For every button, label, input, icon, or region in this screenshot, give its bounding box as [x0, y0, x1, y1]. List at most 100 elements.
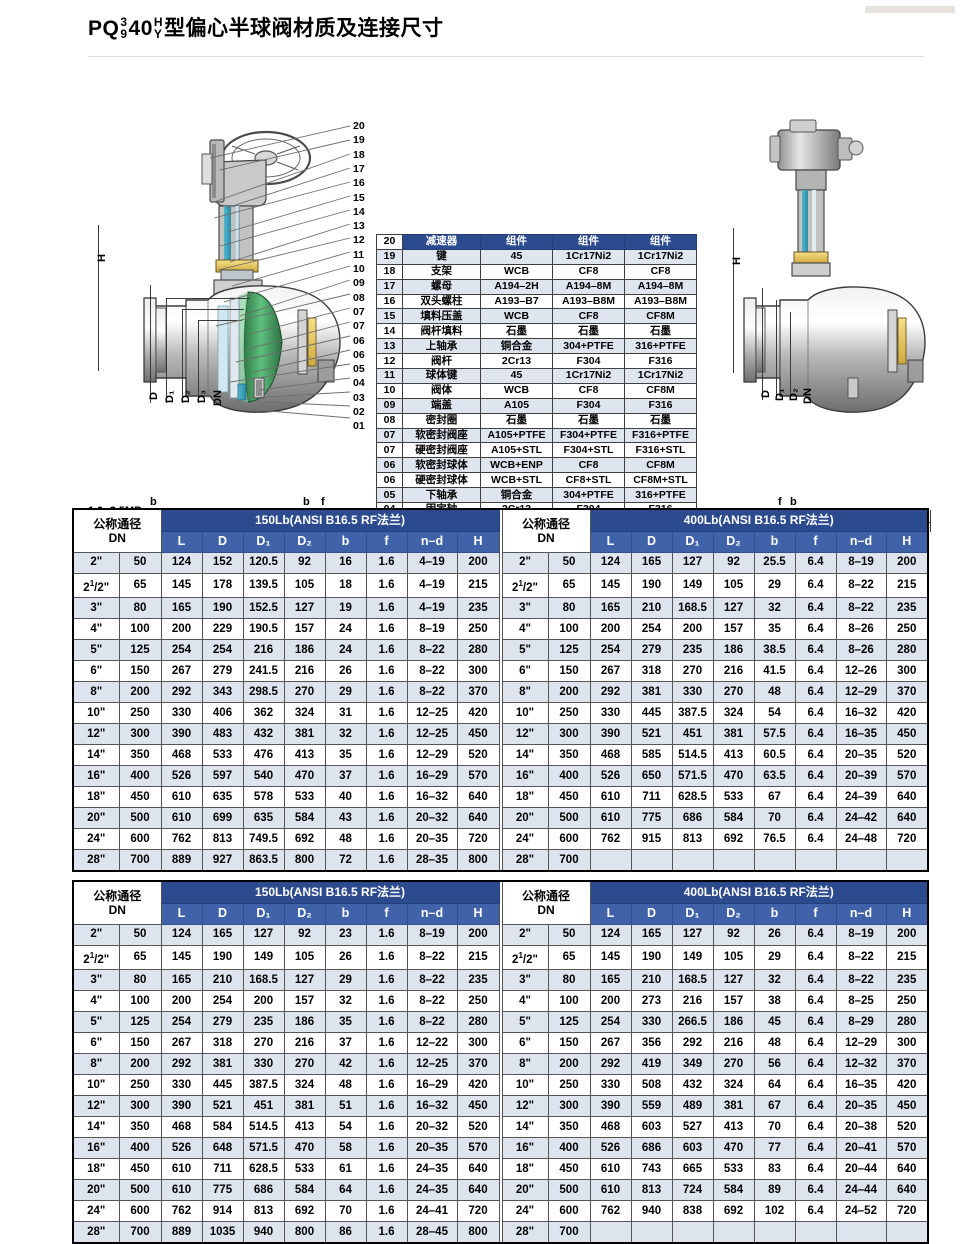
parts-material-wcb: WCB+STL — [480, 472, 553, 489]
cell-150lb-H: 640 — [456, 786, 500, 809]
column-header-b: b — [324, 902, 367, 925]
size-inch: 8" — [501, 1053, 549, 1076]
cell-150lb-f: 1.6 — [365, 618, 408, 641]
parts-material-cf8m: 316+PTFE — [624, 338, 697, 355]
cell-150lb-D: 152.5 — [242, 597, 285, 620]
cell-150lb-D: 406 — [201, 702, 244, 725]
cell-400lb-D: 628.5 — [671, 786, 714, 809]
cell-150lb-L: 200 — [160, 618, 203, 641]
size-inch: 14" — [72, 1116, 120, 1139]
size-inch: 21/2" — [501, 944, 549, 971]
size-inch: 14" — [72, 744, 120, 767]
title-frac2-top: H — [153, 15, 164, 30]
cell-400lb-D: 813 — [630, 1179, 673, 1202]
cell-400lb-f: 6.4 — [794, 807, 837, 830]
dim-table-row: 28" 700 889 927 863.5 800 72 1.6 28–35 800 28" 700 — [72, 849, 929, 872]
parts-material-wcb: WCB — [480, 382, 553, 399]
cell-150lb-nd: 28–35 — [406, 849, 458, 872]
cell-400lb-f: 6.4 — [794, 828, 837, 851]
cell-150lb-D: 1035 — [201, 1221, 244, 1244]
column-header-D: D — [630, 530, 673, 553]
right-dim-D-line — [762, 288, 763, 400]
parts-material-wcb: A194–2H — [480, 278, 553, 295]
cell-150lb-L: 468 — [160, 1116, 203, 1139]
cell-400lb-b: 77 — [753, 1137, 796, 1160]
parts-item-name: 下轴承 — [402, 487, 481, 504]
dim-table-column-header: L D D₁ D₂ b f n–d H L D D₁ D₂ b f n–d H — [73, 530, 929, 553]
parts-material-wcb: A105+STL — [480, 442, 553, 459]
cell-150lb-D: 692 — [283, 1200, 326, 1223]
cell-150lb-b: 43 — [324, 807, 367, 830]
size-dn: 300 — [118, 1095, 162, 1118]
cell-400lb-f: 6.4 — [794, 765, 837, 788]
size-inch: 20" — [501, 1179, 549, 1202]
size-dn: 350 — [547, 1116, 591, 1139]
cell-400lb-f: 6.4 — [794, 1158, 837, 1181]
cell-400lb-D: 470 — [712, 765, 755, 788]
cell-150lb-b: 48 — [324, 828, 367, 851]
cell-400lb-H: 450 — [885, 723, 929, 746]
cell-150lb-f: 1.6 — [365, 765, 408, 788]
cell-150lb-D: 483 — [201, 723, 244, 746]
cell-150lb-D: 413 — [283, 1116, 326, 1139]
cell-150lb-D: 279 — [201, 1011, 244, 1034]
parts-material-wcb: 2Cr13 — [480, 353, 553, 370]
cell-400lb-D: 190 — [630, 944, 673, 971]
parts-table-row: 06 软密封球体 WCB+ENP CF8 CF8M — [376, 457, 697, 474]
cell-400lb-nd: 24–48 — [835, 828, 887, 851]
size-inch: 10" — [72, 702, 120, 725]
cell-150lb-nd: 12–22 — [406, 1032, 458, 1055]
cell-400lb-b: 32 — [753, 597, 796, 620]
cell-400lb-D — [671, 849, 714, 872]
cell-150lb-b: 51 — [324, 1095, 367, 1118]
cell-150lb-D: 635 — [201, 786, 244, 809]
size-inch: 24" — [72, 828, 120, 851]
cell-400lb-b: 48 — [753, 1032, 796, 1055]
cell-400lb-D: 92 — [712, 551, 755, 574]
cell-150lb-f: 1.6 — [365, 1179, 408, 1202]
parts-item-name: 密封圈 — [402, 412, 481, 429]
dn-header-left: 公称通径 DN — [72, 508, 162, 553]
size-dn: 300 — [547, 723, 591, 746]
cell-150lb-H: 370 — [456, 1053, 500, 1076]
cell-400lb-nd: 24–44 — [835, 1179, 887, 1202]
parts-item-name: 软密封阀座 — [402, 427, 481, 444]
size-inch: 10" — [501, 1074, 549, 1097]
size-dn: 125 — [547, 1011, 591, 1034]
size-inch: 28" — [72, 849, 120, 872]
size-inch: 2" — [72, 551, 120, 574]
cell-150lb-f: 1.6 — [365, 1095, 408, 1118]
size-dn: 350 — [118, 744, 162, 767]
cell-150lb-L: 267 — [160, 660, 203, 683]
cell-400lb-D: 665 — [671, 1158, 714, 1181]
cell-400lb-f: 6.4 — [794, 702, 837, 725]
column-header-b: b — [753, 902, 796, 925]
size-inch: 24" — [72, 1200, 120, 1223]
cell-150lb-H: 215 — [456, 572, 500, 599]
cell-150lb-L: 200 — [160, 990, 203, 1013]
column-header-H: H — [885, 530, 929, 553]
column-header-D: D₁ — [242, 902, 285, 925]
right-dim-b-label: b — [790, 496, 797, 508]
column-header-D: D — [201, 902, 244, 925]
size-dn: 400 — [547, 765, 591, 788]
parts-item-name: 阀杆填料 — [402, 323, 481, 340]
cell-400lb-D: 210 — [630, 969, 673, 992]
cell-150lb-D: 92 — [283, 551, 326, 574]
cell-400lb-nd: 20–39 — [835, 765, 887, 788]
cell-150lb-b: 31 — [324, 702, 367, 725]
size-inch: 2" — [501, 923, 549, 946]
parts-item-number: 19 — [376, 248, 403, 265]
cell-150lb-D: 165 — [201, 923, 244, 946]
cell-150lb-D: 470 — [283, 1137, 326, 1160]
left-dim-b2-label: b — [303, 496, 310, 508]
parts-material-cf8m: A193–B8M — [624, 293, 697, 310]
cell-150lb-D: 270 — [283, 1053, 326, 1076]
cell-400lb-nd: 8–22 — [835, 572, 887, 599]
cell-150lb-nd: 24–35 — [406, 1179, 458, 1202]
cell-150lb-H: 800 — [456, 849, 500, 872]
dn-header-left: 公称通径 DN — [72, 880, 162, 925]
parts-item-name: 双头螺柱 — [402, 293, 481, 310]
parts-item-number: 12 — [376, 353, 403, 370]
